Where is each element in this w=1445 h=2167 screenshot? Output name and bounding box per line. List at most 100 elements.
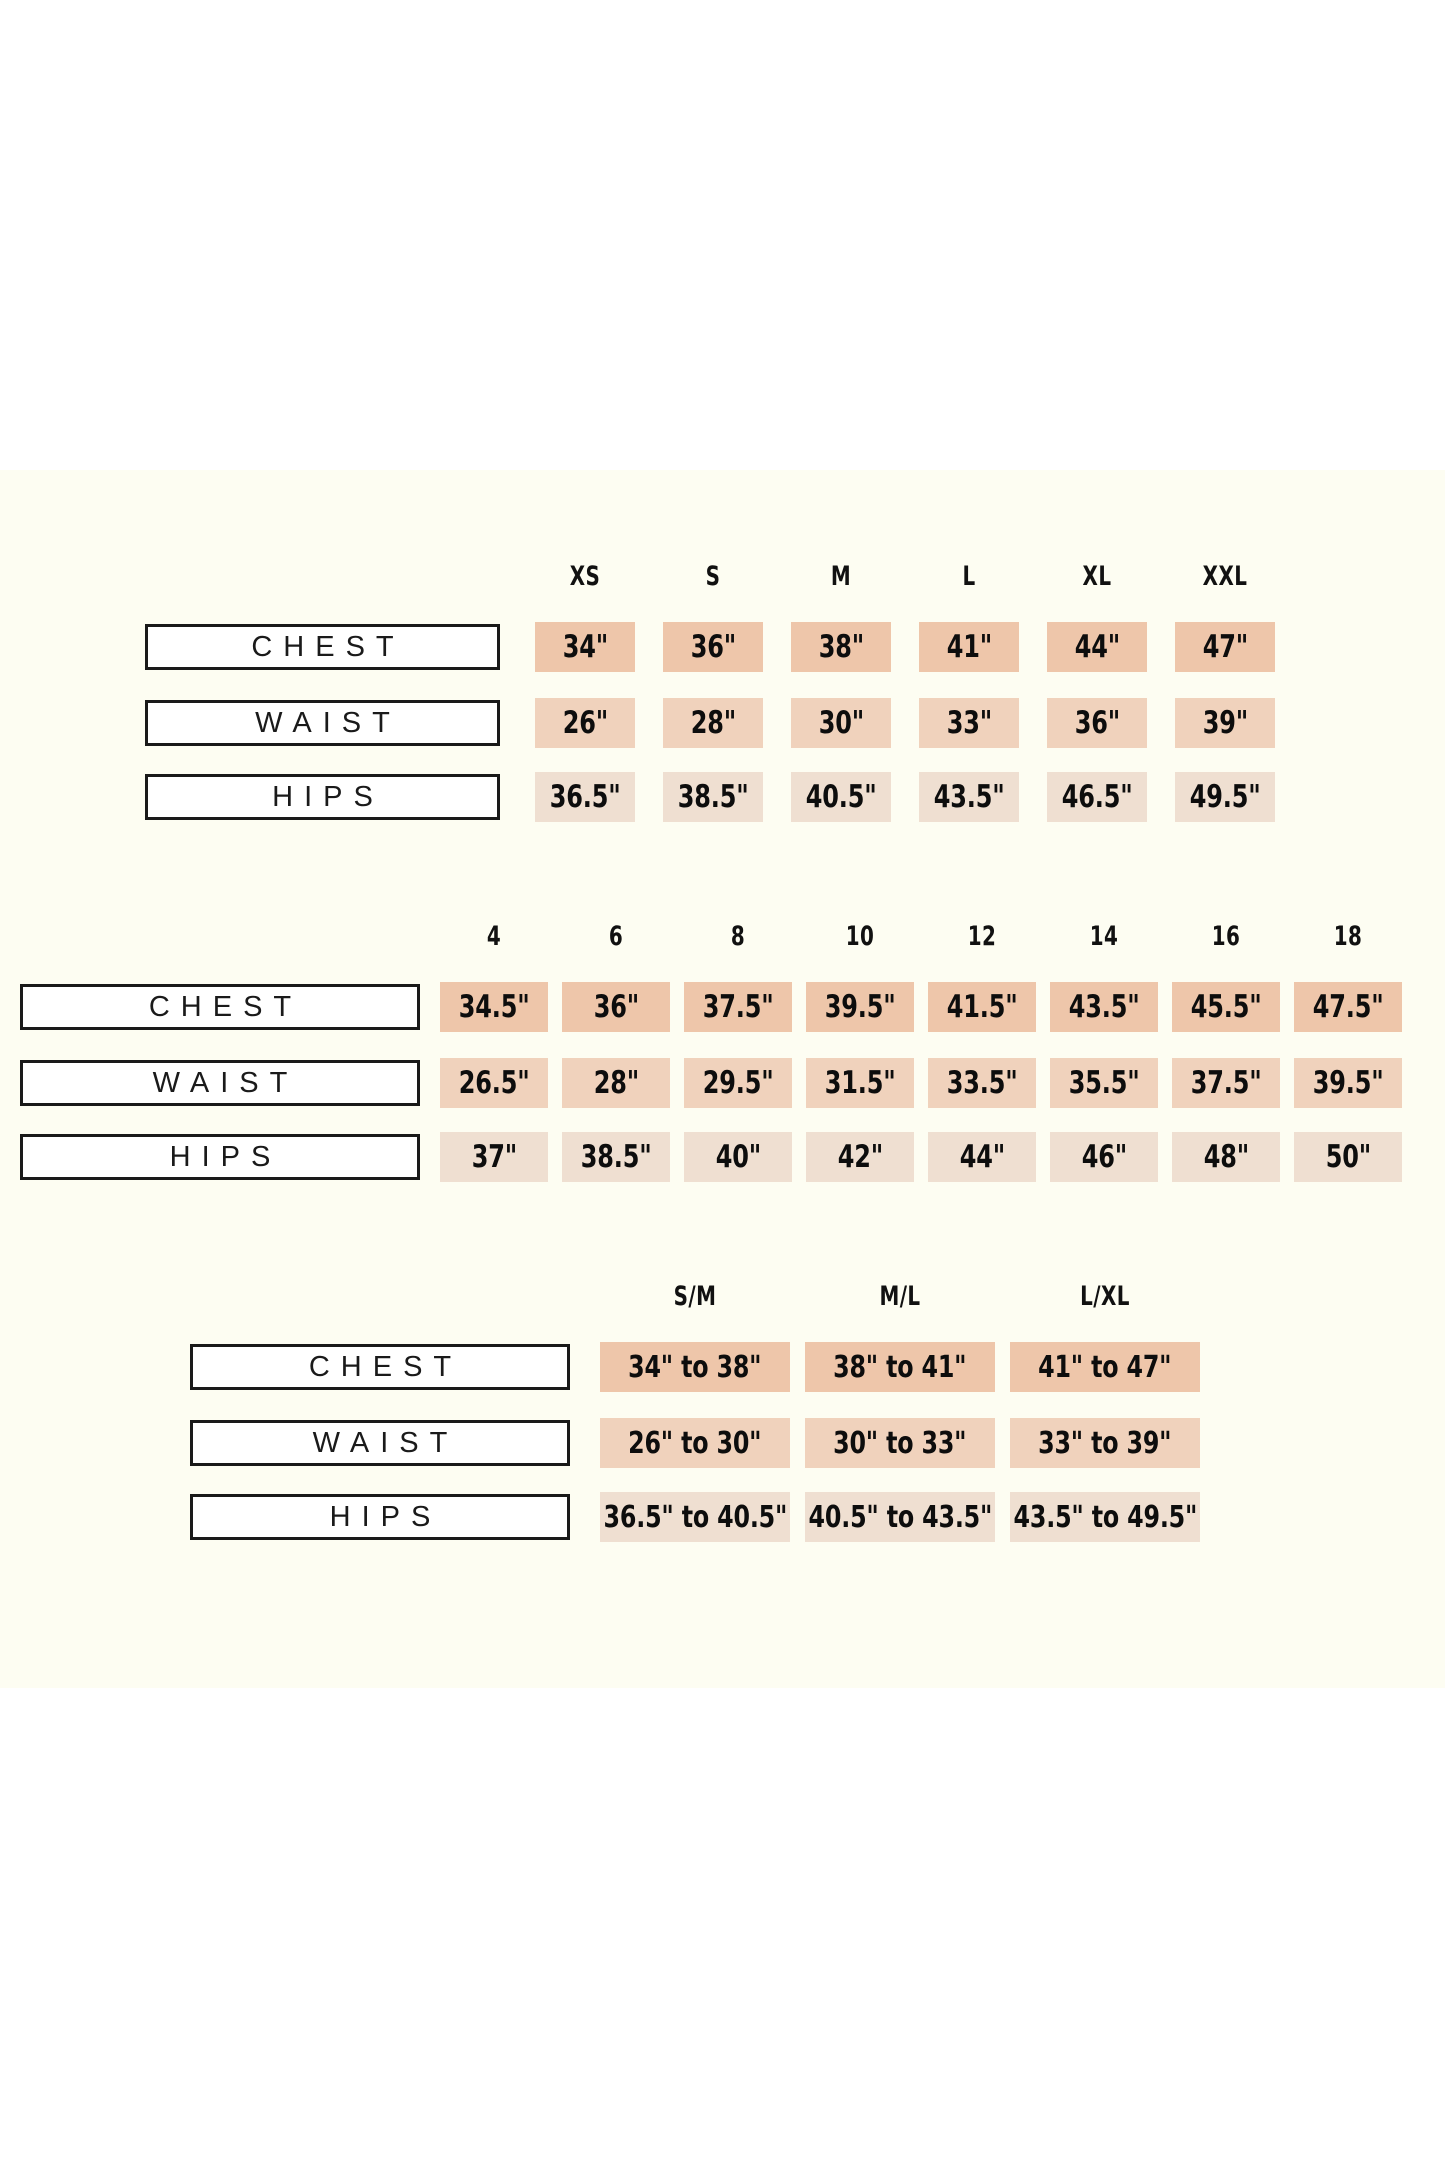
value-cell: 40.5" bbox=[791, 772, 891, 822]
value-cell: 40.5" to 43.5" bbox=[805, 1492, 995, 1542]
row-label-text: HIPS bbox=[329, 1500, 442, 1533]
value-text: 49.5" bbox=[1189, 779, 1261, 815]
value-text: 34" bbox=[562, 629, 608, 665]
value-text: 33" to 39" bbox=[1038, 1425, 1172, 1461]
column-header-xs: XS bbox=[569, 561, 601, 592]
value-cell: 44" bbox=[928, 1132, 1036, 1182]
value-text: 38" to 41" bbox=[833, 1349, 967, 1385]
value-cell: 40" bbox=[684, 1132, 792, 1182]
column-header-row: XS S M L XL XXL bbox=[0, 560, 1445, 604]
value-cell: 35.5" bbox=[1050, 1058, 1158, 1108]
value-cell: 38.5" bbox=[562, 1132, 670, 1182]
value-text: 35.5" bbox=[1068, 1065, 1140, 1101]
value-cell: 28" bbox=[562, 1058, 670, 1108]
column-header-l: L bbox=[962, 561, 976, 592]
value-text: 47.5" bbox=[1312, 989, 1384, 1025]
value-cell: 43.5" bbox=[1050, 982, 1158, 1032]
value-text: 31.5" bbox=[824, 1065, 896, 1101]
value-text: 36.5" bbox=[549, 779, 621, 815]
value-cell: 33" to 39" bbox=[1010, 1418, 1200, 1468]
value-text: 33.5" bbox=[946, 1065, 1018, 1101]
value-cell: 26.5" bbox=[440, 1058, 548, 1108]
value-cell: 41" to 47" bbox=[1010, 1342, 1200, 1392]
column-header-xl: XL bbox=[1082, 561, 1112, 592]
column-header-18: 18 bbox=[1333, 921, 1363, 952]
value-text: 30" bbox=[818, 705, 864, 741]
value-cell: 48" bbox=[1172, 1132, 1280, 1182]
value-cell: 36" bbox=[663, 622, 763, 672]
column-header-row: 4 6 8 10 12 14 16 18 bbox=[0, 920, 1445, 964]
column-header-row: S/M M/L L/XL bbox=[0, 1280, 1445, 1324]
value-text: 38" bbox=[818, 629, 864, 665]
value-cell: 41.5" bbox=[928, 982, 1036, 1032]
value-text: 39.5" bbox=[1312, 1065, 1384, 1101]
row-label-waist: WAIST bbox=[20, 1060, 420, 1106]
value-cell: 34.5" bbox=[440, 982, 548, 1032]
value-text: 44" bbox=[959, 1139, 1005, 1175]
table-row: HIPS 36.5" 38.5" 40.5" 43.5" 46.5" 49.5" bbox=[0, 772, 1445, 822]
value-cell: 37.5" bbox=[1172, 1058, 1280, 1108]
value-cell: 38" bbox=[791, 622, 891, 672]
table-row: CHEST 34.5" 36" 37.5" 39.5" 41.5" 43.5" 45.5" 47… bbox=[0, 982, 1445, 1032]
numeric-size-table: 4 6 8 10 12 14 16 18 CHEST 34.5" 36" 37.5" 39.5" 41.5… bbox=[0, 920, 1445, 1182]
value-cell: 37" bbox=[440, 1132, 548, 1182]
column-header-m: M bbox=[830, 561, 852, 592]
value-cell: 38.5" bbox=[663, 772, 763, 822]
table-row: WAIST 26" to 30" 30" to 33" 33" to 39" bbox=[0, 1418, 1445, 1468]
row-label-text: HIPS bbox=[169, 1140, 282, 1173]
value-text: 46" bbox=[1081, 1139, 1127, 1175]
value-text: 36.5" to 40.5" bbox=[603, 1499, 787, 1535]
value-cell: 39.5" bbox=[1294, 1058, 1402, 1108]
value-cell: 30" to 33" bbox=[805, 1418, 995, 1468]
row-label-waist: WAIST bbox=[145, 700, 500, 746]
table-row: CHEST 34" 36" 38" 41" 44" 47" bbox=[0, 622, 1445, 672]
row-label-chest: CHEST bbox=[190, 1344, 570, 1390]
value-cell: 26" bbox=[535, 698, 635, 748]
value-cell: 33.5" bbox=[928, 1058, 1036, 1108]
value-cell: 44" bbox=[1047, 622, 1147, 672]
value-cell: 41" bbox=[919, 622, 1019, 672]
value-text: 39.5" bbox=[824, 989, 896, 1025]
row-label-chest: CHEST bbox=[145, 624, 500, 670]
row-label-text: CHEST bbox=[308, 1350, 463, 1383]
value-text: 43.5" to 49.5" bbox=[1013, 1499, 1197, 1535]
value-text: 34" to 38" bbox=[628, 1349, 762, 1385]
table-row: CHEST 34" to 38" 38" to 41" 41" to 47" bbox=[0, 1342, 1445, 1392]
column-header-s: S bbox=[705, 561, 721, 592]
column-header-6: 6 bbox=[608, 921, 624, 952]
value-text: 36" bbox=[690, 629, 736, 665]
value-cell: 50" bbox=[1294, 1132, 1402, 1182]
column-header-8: 8 bbox=[730, 921, 746, 952]
value-cell: 38" to 41" bbox=[805, 1342, 995, 1392]
table-row: HIPS 37" 38.5" 40" 42" 44" 46" 48" 50" bbox=[0, 1132, 1445, 1182]
column-header-l-xl: L/XL bbox=[1080, 1281, 1130, 1312]
value-text: 38.5" bbox=[677, 779, 749, 815]
value-text: 26" bbox=[562, 705, 608, 741]
value-text: 26.5" bbox=[458, 1065, 530, 1101]
column-header-16: 16 bbox=[1211, 921, 1241, 952]
value-cell: 28" bbox=[663, 698, 763, 748]
value-text: 48" bbox=[1203, 1139, 1249, 1175]
value-cell: 49.5" bbox=[1175, 772, 1275, 822]
value-cell: 34" to 38" bbox=[600, 1342, 790, 1392]
value-cell: 42" bbox=[806, 1132, 914, 1182]
row-label-text: WAIST bbox=[312, 1426, 459, 1459]
value-text: 40.5" bbox=[805, 779, 877, 815]
value-cell: 45.5" bbox=[1172, 982, 1280, 1032]
value-cell: 36.5" bbox=[535, 772, 635, 822]
value-text: 36" bbox=[593, 989, 639, 1025]
value-text: 39" bbox=[1202, 705, 1248, 741]
value-text: 46.5" bbox=[1061, 779, 1133, 815]
value-text: 40.5" to 43.5" bbox=[808, 1499, 992, 1535]
column-header-4: 4 bbox=[486, 921, 502, 952]
value-cell: 37.5" bbox=[684, 982, 792, 1032]
value-cell: 36" bbox=[562, 982, 670, 1032]
row-label-text: CHEST bbox=[251, 630, 405, 663]
row-label-text: CHEST bbox=[148, 990, 303, 1023]
column-header-m-l: M/L bbox=[879, 1281, 921, 1312]
row-label-text: WAIST bbox=[152, 1066, 299, 1099]
table-row: HIPS 36.5" to 40.5" 40.5" to 43.5" 43.5" to… bbox=[0, 1492, 1445, 1542]
value-text: 26" to 30" bbox=[628, 1425, 762, 1461]
value-text: 44" bbox=[1074, 629, 1120, 665]
